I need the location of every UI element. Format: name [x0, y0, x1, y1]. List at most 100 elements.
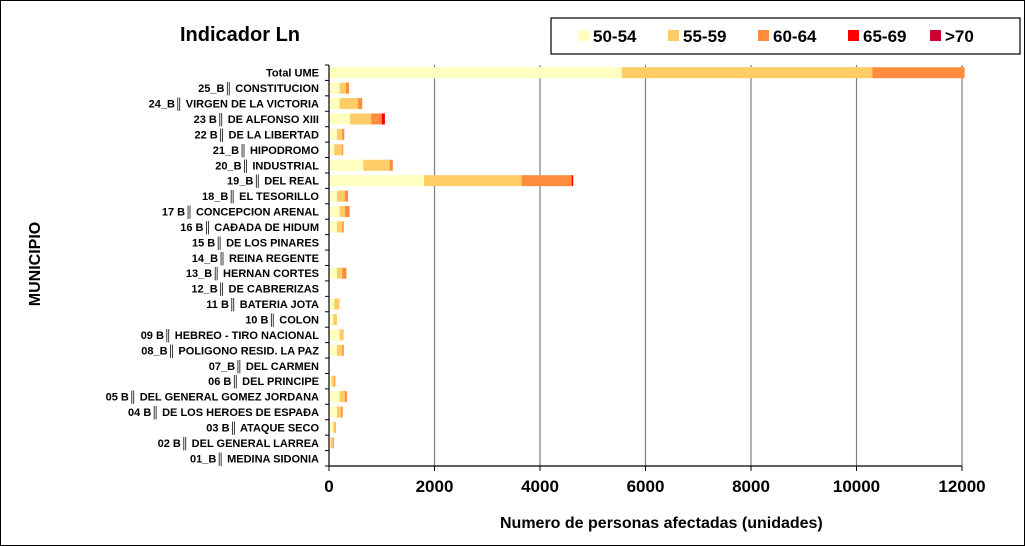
y-axis-label: MUNICIPIO	[27, 222, 44, 306]
bar-segment	[329, 437, 331, 449]
legend-label: 60-64	[773, 27, 817, 46]
bar-segment	[341, 406, 343, 418]
category-label: 15 B║ DE LOS PINARES	[192, 235, 319, 250]
gridlines	[433, 65, 963, 466]
bar-segment	[329, 313, 334, 325]
bar-segment	[336, 190, 345, 202]
bar-segment	[329, 329, 340, 341]
category-label: 04 B║ DE LOS HEROES DE ESPAÐA	[128, 405, 319, 420]
legend-label: 65-69	[863, 27, 906, 46]
legend-label: 55-59	[683, 27, 726, 46]
bar-segment	[339, 391, 345, 403]
category-label: 08_B║ POLIGONO RESID. LA PAZ	[141, 343, 319, 358]
bar-segment	[329, 421, 334, 433]
bar-segment	[335, 421, 336, 433]
bar-segment	[334, 298, 340, 310]
x-tick-label: 0	[324, 477, 333, 496]
category-label: 14_B║ REINA REGENTE	[192, 251, 319, 266]
x-tick-label: 6000	[627, 477, 665, 496]
bar-segment	[872, 67, 965, 79]
legend-label: >70	[945, 27, 974, 46]
category-label: 20_B║ INDUSTRIAL	[215, 158, 319, 173]
bar-segment	[339, 206, 345, 218]
legend-swatch	[668, 30, 679, 41]
category-label: 10 B║ COLON	[245, 312, 319, 327]
legend: 50-54 55-59 60-64 65-69 >70	[550, 17, 1021, 55]
x-tick-label: 2000	[416, 477, 454, 496]
bar-segment	[329, 67, 622, 79]
bar-segment	[423, 175, 522, 187]
bar-segment	[334, 144, 343, 156]
category-label: 03 B║ ATAQUE SECO	[206, 420, 319, 435]
bar-segment	[333, 421, 336, 433]
bars	[329, 67, 965, 449]
x-tick-labels: 0 2000 4000 6000 8000 10000 12000	[324, 477, 985, 496]
bar-segment	[334, 375, 336, 387]
bar-segment	[329, 344, 337, 356]
bar-segment	[336, 406, 342, 418]
category-label: 24_B║ VIRGEN DE LA VICTORIA	[149, 97, 319, 112]
bar-segment	[342, 344, 344, 356]
bar-segment	[358, 98, 363, 110]
bar-segment	[329, 298, 335, 310]
bar-segment	[329, 206, 340, 218]
bar-segment	[342, 128, 345, 140]
bar-segment	[329, 221, 337, 233]
category-label: 13_B║ HERNAN CORTES	[186, 266, 319, 281]
category-label: 16 B║ CAÐADA DE HIDUM	[180, 220, 319, 235]
bar-segment	[342, 221, 344, 233]
category-label: 12_B║ DE CABRERIZAS	[191, 282, 319, 297]
bar-segment	[344, 206, 350, 218]
bar-segment	[329, 175, 424, 187]
bar-segment	[329, 159, 364, 171]
x-tick-label: 10000	[833, 477, 880, 496]
bar-segment	[329, 128, 337, 140]
bar-segment	[344, 391, 347, 403]
category-label: 09 B║ HEBREO - TIRO NACIONAL	[141, 328, 320, 343]
bar-segment	[339, 82, 346, 94]
legend-box	[550, 17, 1021, 55]
bar-segment	[371, 113, 382, 125]
category-label: 11 B║ BATERIA JOTA	[206, 297, 319, 312]
bar-segment	[329, 144, 335, 156]
bar-segment	[333, 313, 337, 325]
bar-segment	[521, 175, 572, 187]
x-tick-label: 12000	[938, 477, 985, 496]
chart-title: Indicador Ln	[180, 24, 300, 46]
category-label: 17 B║ CONCEPCION ARENAL	[162, 205, 319, 220]
bar-segment	[329, 375, 332, 387]
x-tick-label: 4000	[521, 477, 559, 496]
bar-segment	[344, 190, 348, 202]
bar-segment	[336, 267, 343, 279]
category-label: 01_B║ MEDINA SIDONIA	[190, 451, 319, 466]
bar-segment	[329, 113, 351, 125]
bar-segment	[336, 128, 343, 140]
category-label: 18_B║ EL TESORILLO	[202, 189, 319, 204]
bar-segment	[329, 98, 340, 110]
bar-segment	[329, 82, 340, 94]
bar-segment	[339, 329, 344, 341]
bar-segment	[336, 344, 343, 356]
bar-segment	[389, 159, 393, 171]
bar-segment	[336, 221, 343, 233]
bar-segment	[342, 267, 347, 279]
category-label: 19_B║ DEL REAL	[227, 174, 319, 189]
bar-segment	[329, 406, 337, 418]
bar-segment	[621, 67, 873, 79]
category-label: 07_B║ DEL CARMEN	[209, 359, 319, 374]
category-label: 25_B║ CONSTITUCION	[198, 81, 319, 96]
bar-segment	[329, 267, 337, 279]
bar-segment	[329, 391, 340, 403]
bar-segment	[342, 144, 344, 156]
category-label: 23 B║ DE ALFONSO XIII	[194, 112, 319, 127]
category-label: Total UME	[266, 68, 319, 80]
category-label: 21_B║ HIPODROMO	[213, 143, 320, 158]
legend-swatch	[758, 30, 769, 41]
bar-segment	[363, 159, 390, 171]
x-axis-label: Numero de personas afectadas (unidades)	[500, 515, 823, 532]
legend-swatch	[578, 30, 589, 41]
legend-swatch	[848, 30, 859, 41]
legend-swatch	[930, 30, 941, 41]
